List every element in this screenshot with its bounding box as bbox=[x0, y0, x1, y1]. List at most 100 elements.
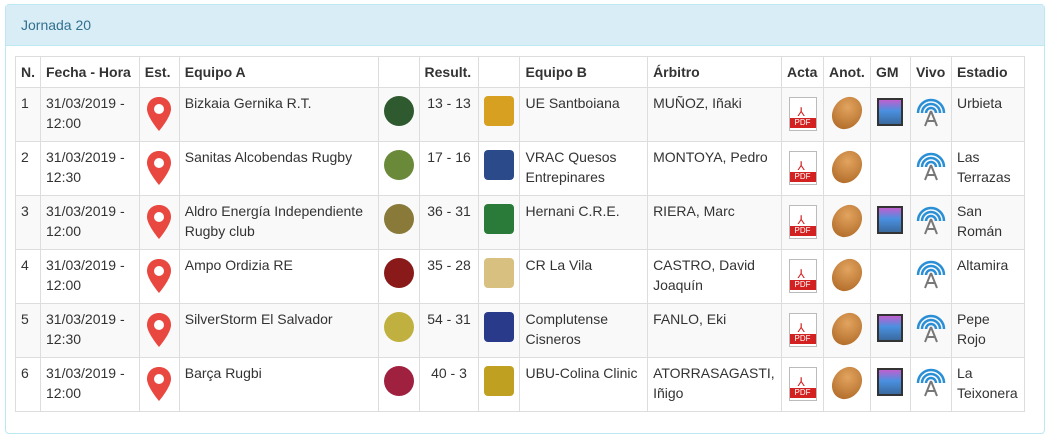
video-gallery-icon[interactable] bbox=[877, 368, 904, 396]
match-row: 2 31/03/2019 - 12:30 Sanitas Alcobendas … bbox=[15, 141, 1026, 196]
map-pin-icon[interactable] bbox=[147, 97, 172, 131]
header-acta: Acta bbox=[781, 56, 825, 88]
referee: MONTOYA, Pedro bbox=[647, 141, 783, 196]
anot-cell bbox=[823, 141, 871, 196]
header-vivo: Vivo bbox=[909, 56, 952, 88]
map-pin-icon[interactable] bbox=[147, 151, 172, 185]
match-result: 40 - 3 bbox=[418, 357, 480, 412]
rugby-ball-icon[interactable] bbox=[825, 361, 869, 405]
stadium-name: Urbieta bbox=[950, 87, 1026, 142]
pdf-icon[interactable]: ⅄ PDF bbox=[788, 367, 817, 401]
acta-cell: ⅄ PDF bbox=[781, 195, 825, 250]
team-b-logo-cell bbox=[478, 357, 521, 412]
anot-cell bbox=[823, 87, 871, 142]
pdf-icon[interactable]: ⅄ PDF bbox=[788, 97, 817, 131]
match-number: 2 bbox=[15, 141, 41, 196]
stadium-name: Pepe Rojo bbox=[950, 303, 1026, 358]
header-equipo-b: Equipo B bbox=[519, 56, 649, 88]
vivo-cell bbox=[909, 195, 952, 250]
header-logo-a bbox=[377, 56, 420, 88]
live-broadcast-icon[interactable] bbox=[916, 151, 946, 181]
team-b[interactable]: UE Santboiana bbox=[519, 87, 649, 142]
team-a[interactable]: Barça Rugbi bbox=[178, 357, 379, 412]
live-broadcast-icon[interactable] bbox=[916, 97, 946, 127]
team-b[interactable]: UBU-Colina Clinic bbox=[519, 357, 649, 412]
map-pin-icon[interactable] bbox=[147, 259, 172, 293]
video-gallery-icon[interactable] bbox=[877, 98, 904, 126]
header-equipo-a: Equipo A bbox=[178, 56, 379, 88]
stadium-map-link[interactable] bbox=[138, 87, 180, 142]
match-row: 3 31/03/2019 - 12:00 Aldro Energía Indep… bbox=[15, 195, 1026, 250]
stadium-map-link[interactable] bbox=[138, 249, 180, 304]
rugby-ball-icon[interactable] bbox=[825, 145, 869, 189]
stadium-map-link[interactable] bbox=[138, 357, 180, 412]
rugby-ball-icon[interactable] bbox=[825, 91, 869, 135]
team-a-logo-cell bbox=[377, 303, 420, 358]
team-a-logo bbox=[383, 366, 414, 396]
team-b[interactable]: Complutense Cisneros bbox=[519, 303, 649, 358]
match-row: 4 31/03/2019 - 12:00 Ampo Ordizia RE 35 … bbox=[15, 249, 1026, 304]
team-b[interactable]: VRAC Quesos Entrepinares bbox=[519, 141, 649, 196]
pdf-icon[interactable]: ⅄ PDF bbox=[788, 259, 817, 293]
acta-cell: ⅄ PDF bbox=[781, 357, 825, 412]
referee: CASTRO, David Joaquín bbox=[647, 249, 783, 304]
pdf-icon[interactable]: ⅄ PDF bbox=[788, 151, 817, 185]
match-datetime: 31/03/2019 - 12:00 bbox=[40, 249, 140, 304]
header-estadio: Estadio bbox=[950, 56, 1026, 88]
team-a[interactable]: SilverStorm El Salvador bbox=[178, 303, 379, 358]
match-row: 1 31/03/2019 - 12:00 Bizkaia Gernika R.T… bbox=[15, 87, 1026, 142]
referee: ATORRASAGASTI, Iñigo bbox=[647, 357, 783, 412]
team-b-logo bbox=[484, 366, 515, 396]
video-gallery-icon[interactable] bbox=[877, 314, 904, 342]
team-b-logo-cell bbox=[478, 195, 521, 250]
video-gallery-icon[interactable] bbox=[877, 206, 904, 234]
team-a[interactable]: Bizkaia Gernika R.T. bbox=[178, 87, 379, 142]
map-pin-icon[interactable] bbox=[147, 367, 172, 401]
team-b-logo bbox=[484, 150, 515, 180]
match-number: 1 bbox=[15, 87, 41, 142]
live-broadcast-icon[interactable] bbox=[916, 259, 946, 289]
map-pin-icon[interactable] bbox=[147, 313, 172, 347]
pdf-label: PDF bbox=[789, 280, 816, 290]
pdf-label: PDF bbox=[789, 226, 816, 236]
rugby-ball-icon[interactable] bbox=[825, 307, 869, 351]
header-anotaciones: Anot. bbox=[823, 56, 871, 88]
team-a-logo-cell bbox=[377, 357, 420, 412]
match-result: 54 - 31 bbox=[418, 303, 480, 358]
header-estadio-map: Est. bbox=[138, 56, 180, 88]
stadium-map-link[interactable] bbox=[138, 141, 180, 196]
team-a[interactable]: Ampo Ordizia RE bbox=[178, 249, 379, 304]
matches-table: N. Fecha - Hora Est. Equipo A Result. Equipo … bbox=[15, 56, 1026, 412]
pdf-label: PDF bbox=[789, 118, 816, 128]
team-a[interactable]: Sanitas Alcobendas Rugby bbox=[178, 141, 379, 196]
stadium-map-link[interactable] bbox=[138, 195, 180, 250]
rugby-ball-icon[interactable] bbox=[825, 253, 869, 297]
pdf-label: PDF bbox=[789, 388, 816, 398]
match-number: 6 bbox=[15, 357, 41, 412]
live-broadcast-icon[interactable] bbox=[916, 367, 946, 397]
team-b-logo-cell bbox=[478, 141, 521, 196]
match-number: 5 bbox=[15, 303, 41, 358]
team-b-logo-cell bbox=[478, 303, 521, 358]
team-a[interactable]: Aldro Energía Independiente Rugby club bbox=[178, 195, 379, 250]
jornada-panel: Jornada 20 bbox=[5, 4, 1045, 434]
live-broadcast-icon[interactable] bbox=[916, 205, 946, 235]
live-broadcast-icon[interactable] bbox=[916, 313, 946, 343]
team-b[interactable]: Hernani C.R.E. bbox=[519, 195, 649, 250]
rugby-ball-icon[interactable] bbox=[825, 199, 869, 243]
pdf-icon[interactable]: ⅄ PDF bbox=[788, 313, 817, 347]
pdf-icon[interactable]: ⅄ PDF bbox=[788, 205, 817, 239]
vivo-cell bbox=[909, 249, 952, 304]
team-b-logo-cell bbox=[478, 87, 521, 142]
stadium-map-link[interactable] bbox=[138, 303, 180, 358]
stadium-name: Altamira bbox=[950, 249, 1026, 304]
team-b-logo bbox=[484, 96, 515, 126]
anot-cell bbox=[823, 195, 871, 250]
header-gm: GM bbox=[870, 56, 911, 88]
match-result: 36 - 31 bbox=[418, 195, 480, 250]
match-number: 3 bbox=[15, 195, 41, 250]
vivo-cell bbox=[909, 357, 952, 412]
map-pin-icon[interactable] bbox=[147, 205, 172, 239]
acta-cell: ⅄ PDF bbox=[781, 87, 825, 142]
team-b[interactable]: CR La Vila bbox=[519, 249, 649, 304]
